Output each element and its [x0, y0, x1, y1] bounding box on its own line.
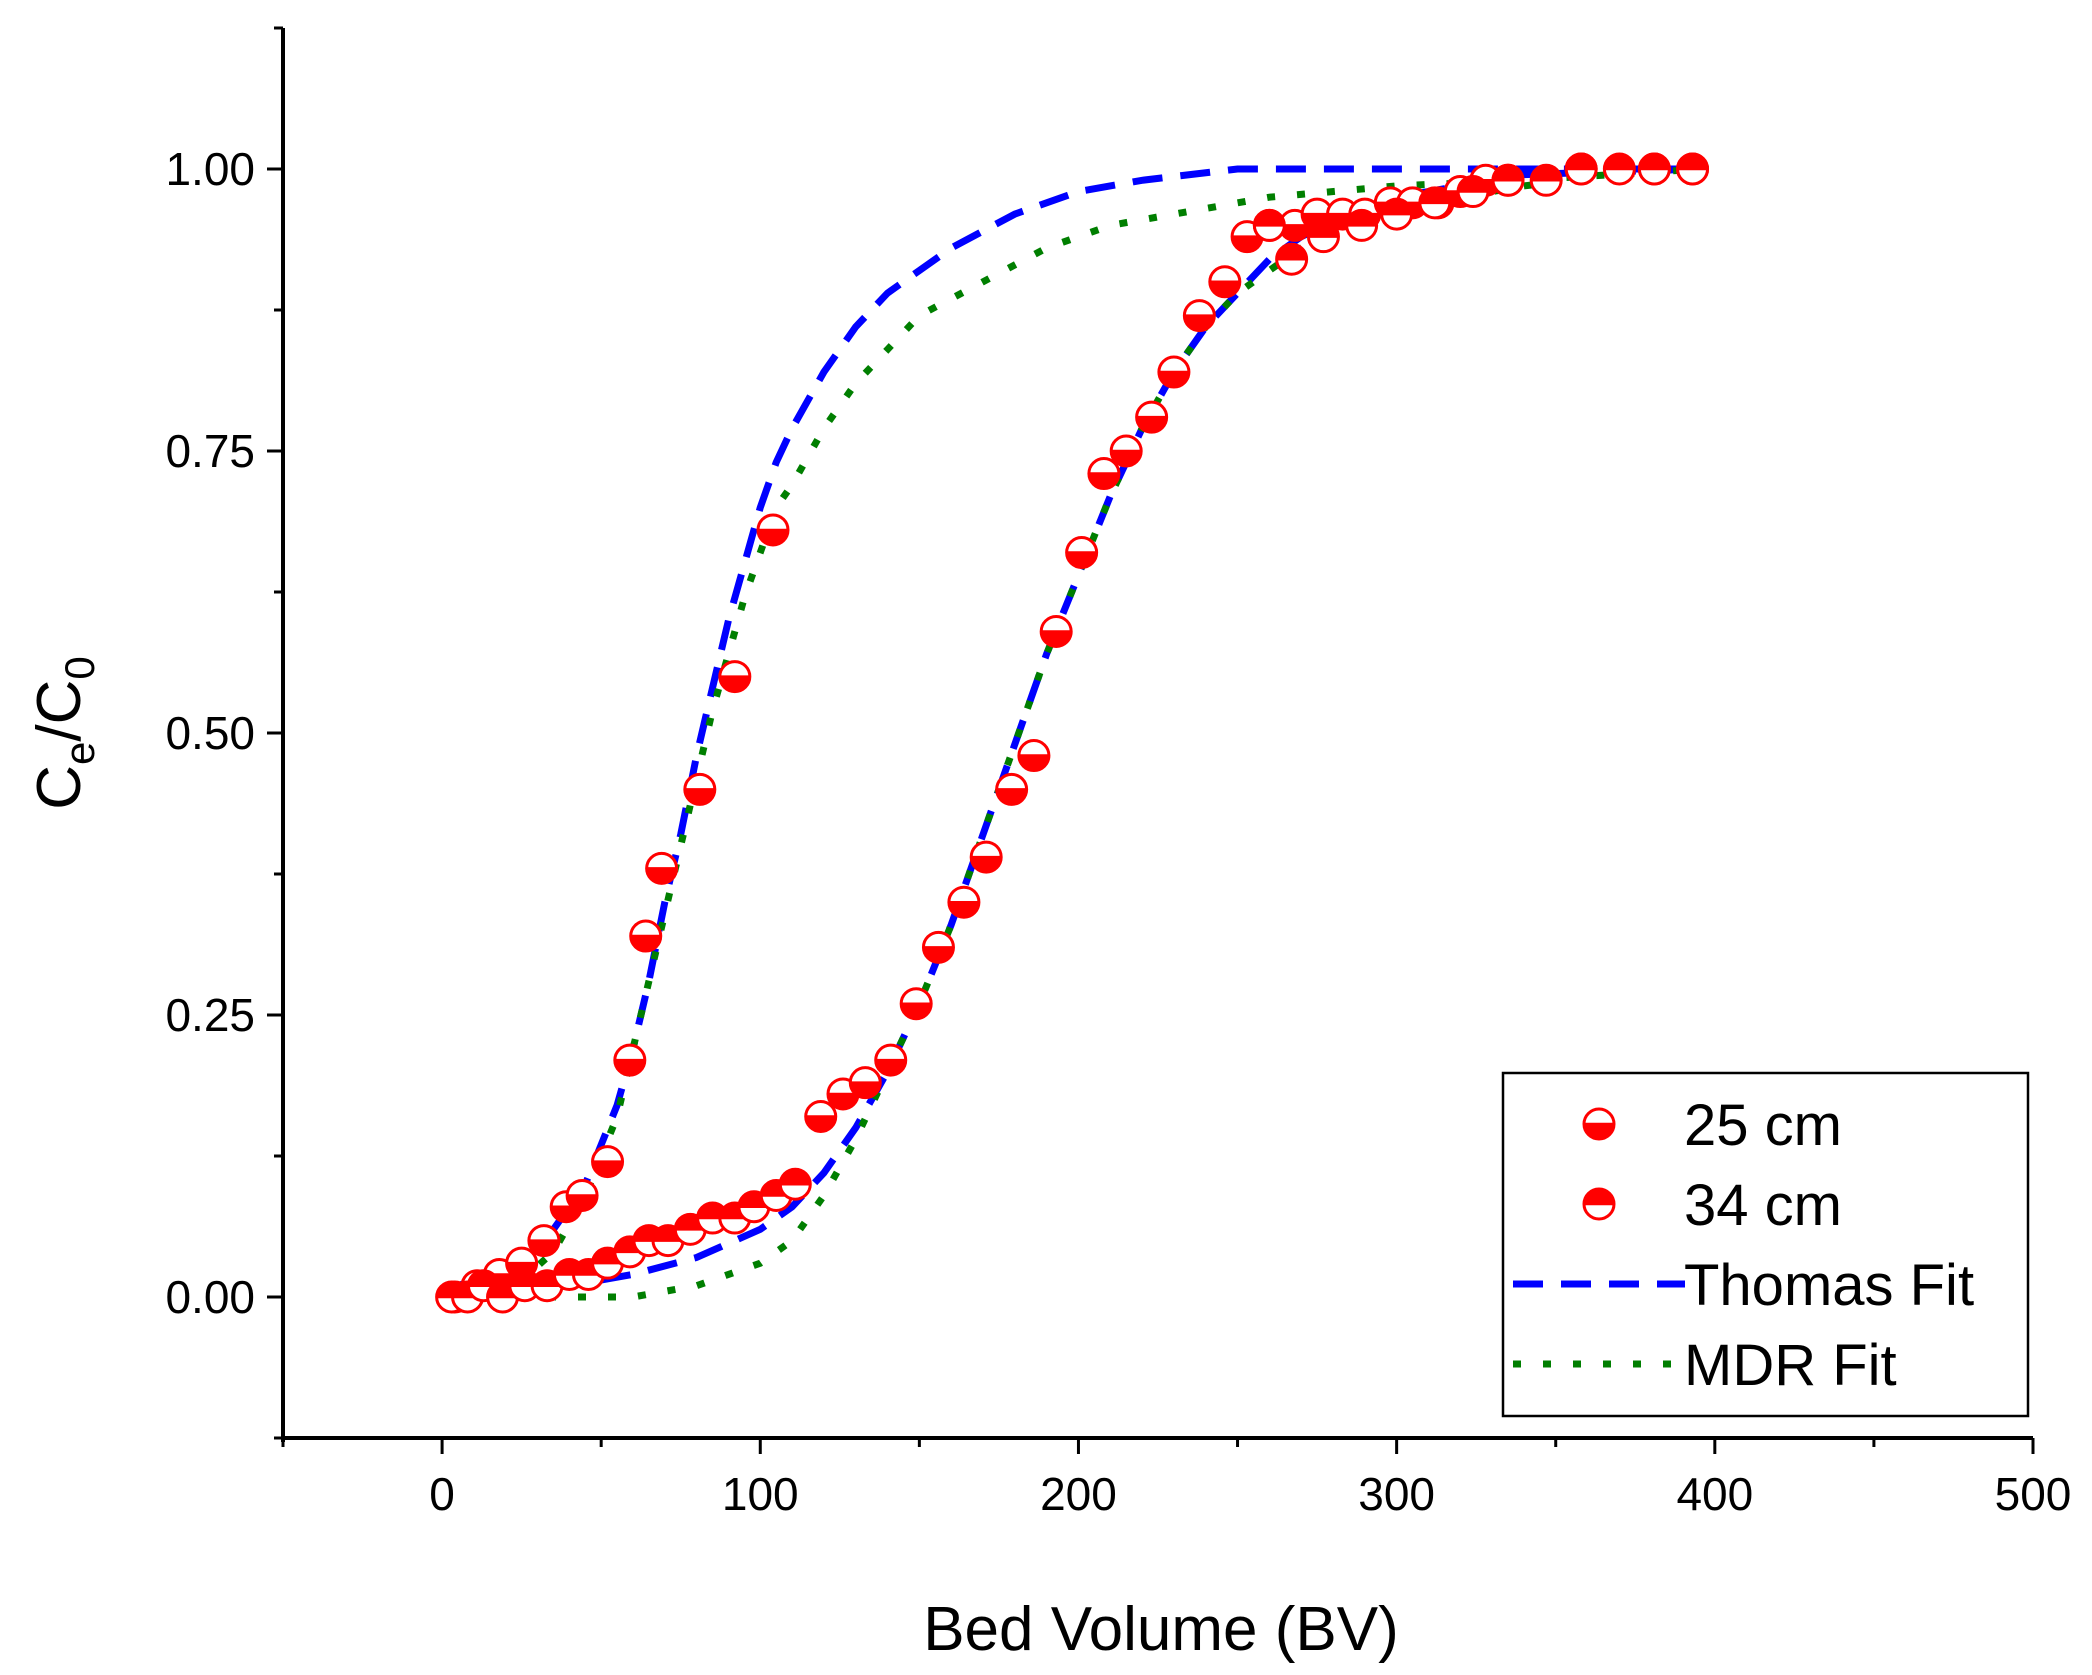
point-34cm: [1529, 163, 1563, 197]
point-25cm: [947, 885, 981, 919]
legend-label-thomas-fit: Thomas Fit: [1684, 1253, 1974, 1318]
y-axis-title-sub-0: 0: [56, 656, 103, 679]
point-25cm: [591, 1145, 625, 1179]
y-tick-label: 1.00: [165, 143, 255, 195]
x-tick-label: 400: [1676, 1468, 1753, 1520]
x-tick-label: 200: [1040, 1468, 1117, 1520]
point-25cm: [874, 1043, 908, 1077]
point-34cm: [696, 1201, 730, 1235]
point-25cm: [848, 1066, 882, 1100]
x-tick-label: 500: [1995, 1468, 2072, 1520]
point-34cm: [1602, 152, 1636, 186]
point-25cm: [718, 660, 752, 694]
legend: 25 cm 34 cm Thomas Fit MDR Fit: [1501, 1071, 2030, 1418]
point-25cm: [1017, 739, 1051, 773]
y-axis-title: Ce/C0: [25, 656, 103, 810]
point-25cm: [683, 772, 717, 806]
legend-marker-25-cm: [1582, 1107, 1616, 1141]
point-25cm: [899, 987, 933, 1021]
point-34cm: [1491, 163, 1525, 197]
point-25cm: [804, 1100, 838, 1134]
axes: 0 100 200 300 400 500 0.00 0.25 0.50 0.75 1.00: [165, 26, 2072, 1520]
y-tick-label: 0.75: [165, 425, 255, 477]
fit-curves: [456, 165, 1700, 1301]
legend-label-25-cm: 25 cm: [1684, 1093, 1842, 1158]
point-34cm: [778, 1167, 812, 1201]
point-34cm: [1252, 208, 1286, 242]
point-25cm: [645, 851, 679, 885]
mdr-fit-curve-1: [457, 165, 1700, 1301]
point-25cm: [1135, 400, 1169, 434]
point-25cm: [995, 772, 1029, 806]
point-25cm: [921, 930, 955, 964]
point-25cm: [527, 1224, 561, 1258]
point-25cm: [565, 1178, 599, 1212]
point-34cm: [1676, 152, 1710, 186]
point-34cm: [1418, 186, 1452, 220]
legend-label-mdr-fit: MDR Fit: [1684, 1333, 1897, 1398]
point-25cm: [1109, 434, 1143, 468]
point-25cm: [756, 513, 790, 547]
point-25cm: [629, 919, 663, 953]
point-34cm: [1564, 152, 1598, 186]
point-34cm: [1456, 175, 1490, 209]
legend-label-34-cm: 34 cm: [1684, 1173, 1842, 1238]
y-axis-title-sub-e: e: [56, 742, 103, 765]
x-axis-title: Bed Volume (BV): [923, 1595, 1399, 1664]
y-tick-label: 0.00: [165, 1271, 255, 1323]
thomas-fit-curve-2: [457, 165, 1700, 1301]
x-tick-label: 0: [429, 1468, 455, 1520]
point-25cm: [1065, 536, 1099, 570]
y-tick-label: 0.25: [165, 989, 255, 1041]
svg-text:Ce/C0: Ce/C0: [25, 656, 103, 810]
point-34cm: [1380, 197, 1414, 231]
point-25cm: [1039, 614, 1073, 648]
point-25cm: [1087, 457, 1121, 491]
y-axis-title-main: C: [25, 765, 94, 810]
y-tick-label: 0.50: [165, 707, 255, 759]
data-markers: [435, 152, 1710, 1314]
thomas-fit-curve-1: [456, 165, 1699, 1289]
point-25cm: [1208, 265, 1242, 299]
point-25cm: [969, 840, 1003, 874]
point-25cm: [613, 1043, 647, 1077]
point-34cm: [1306, 220, 1340, 254]
y-axis-title-slash: /C: [25, 680, 94, 742]
x-tick-label: 100: [722, 1468, 799, 1520]
point-34cm: [1275, 242, 1309, 276]
point-34cm: [1345, 208, 1379, 242]
point-34cm: [1637, 152, 1671, 186]
point-25cm: [1157, 355, 1191, 389]
x-tick-label: 300: [1358, 1468, 1435, 1520]
point-25cm: [1182, 299, 1216, 333]
legend-marker-34-cm: [1582, 1187, 1616, 1221]
